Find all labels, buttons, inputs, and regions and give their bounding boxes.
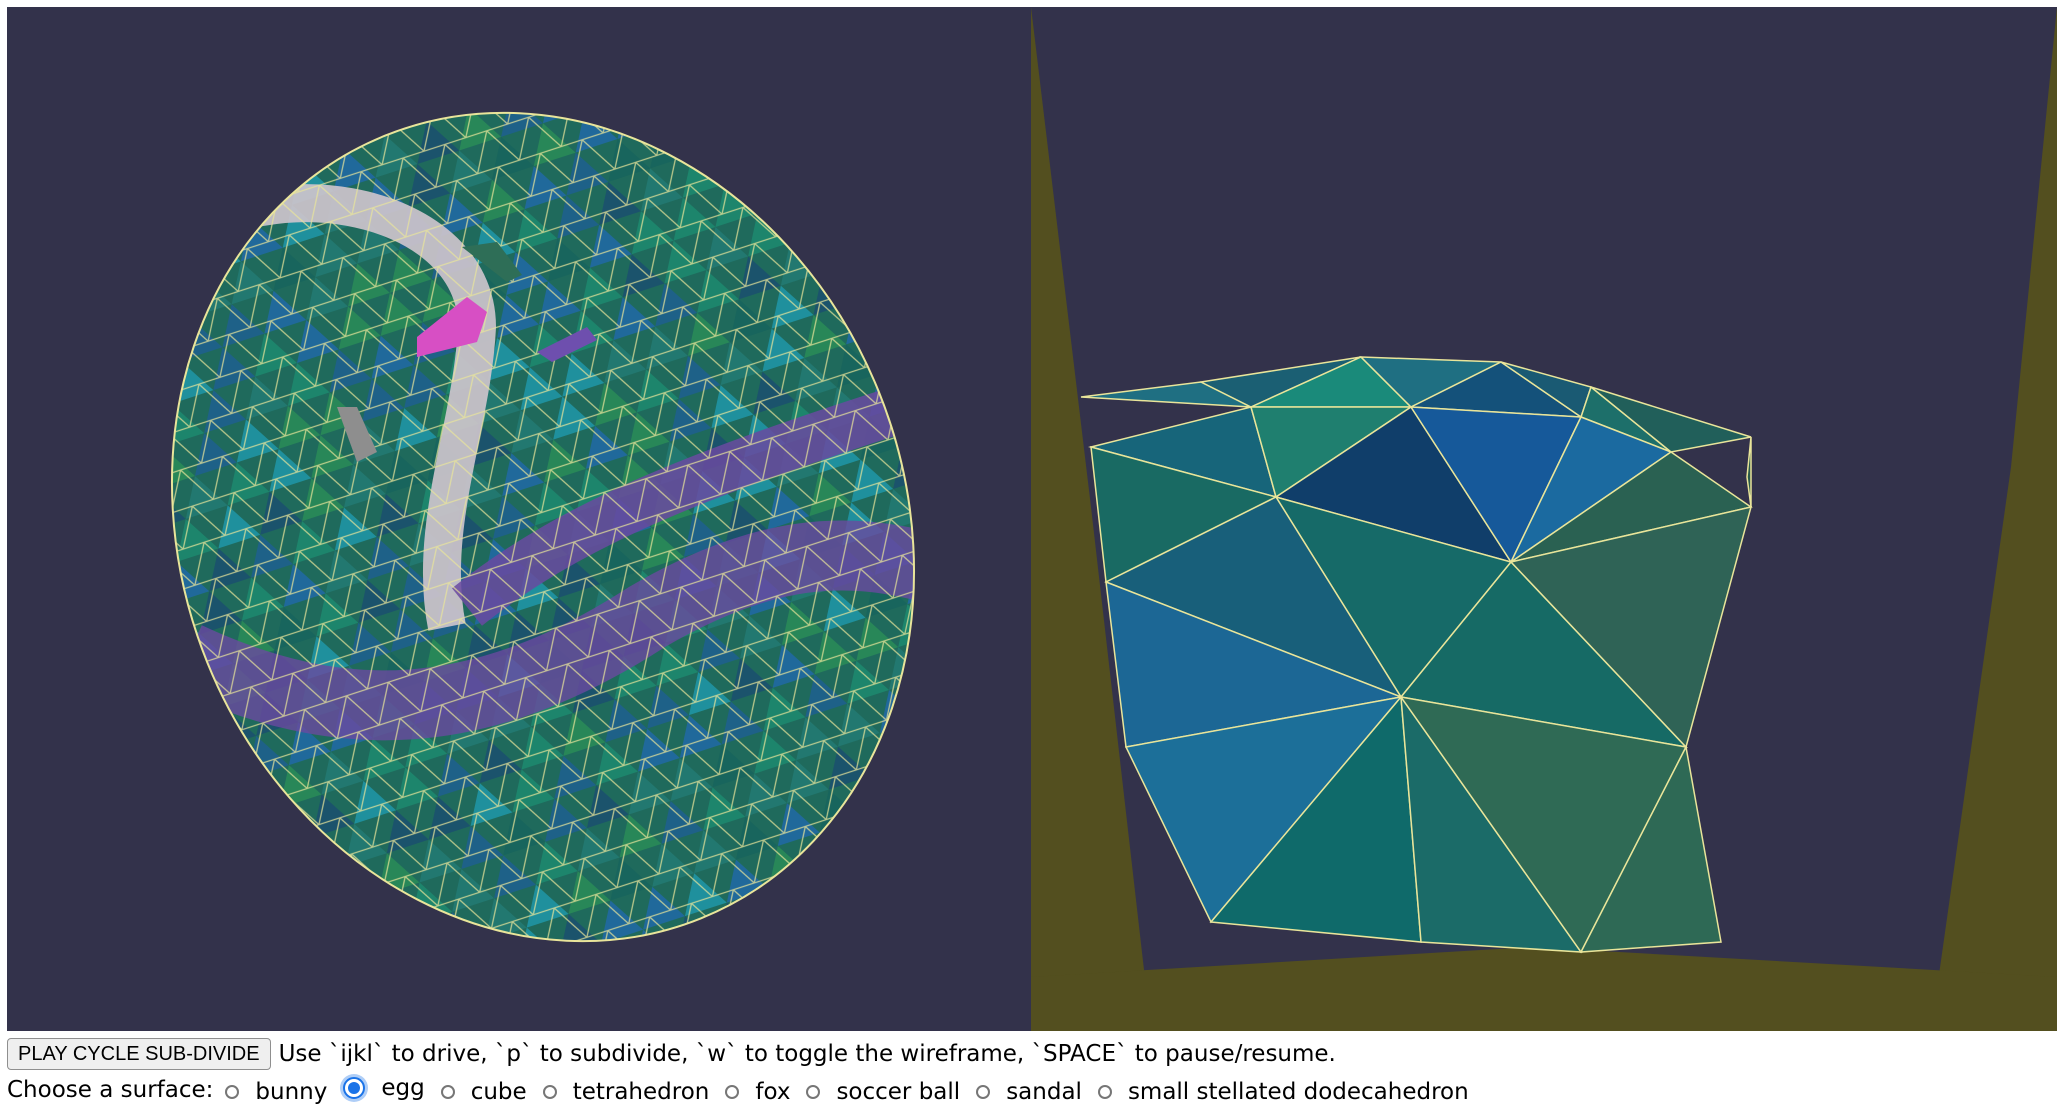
mesh-face	[1746, 436, 1752, 508]
surface-radio-button[interactable]	[976, 1085, 991, 1099]
close-up-3d-viewport[interactable]	[1031, 7, 2057, 1031]
surface-option-bunny[interactable]: bunny	[225, 1079, 327, 1105]
car-green	[462, 242, 522, 282]
egg-close-up-render	[1031, 7, 2057, 1031]
surface-option-label: tetrahedron	[572, 1079, 710, 1105]
ground-right-wall	[1931, 7, 2057, 1031]
surface-option-soccer-ball[interactable]: soccer ball	[806, 1079, 960, 1105]
surface-chooser: Choose a surface: bunny egg cube tetrahedro…	[7, 1074, 1485, 1106]
surface-mesh	[1080, 356, 1753, 954]
mesh-face	[1509, 505, 1753, 749]
surface-chooser-label: Choose a surface:	[7, 1077, 214, 1103]
mesh-face	[1579, 744, 1722, 953]
surface-radio-button[interactable]	[440, 1085, 455, 1099]
keyboard-instructions: Use `ijkl` to drive, `p` to subdivide, `…	[278, 1041, 1336, 1067]
surface-option-fox[interactable]: fox	[725, 1079, 790, 1105]
ground-bottom	[1031, 947, 2057, 1031]
egg-overview-render	[49, 7, 1031, 1031]
surface-option-tetrahedron[interactable]: tetrahedron	[542, 1079, 710, 1105]
surface-option-label: sandal	[1006, 1079, 1082, 1105]
surface-radio-group: bunny egg cube tetrahedron fox soccer ball san…	[225, 1075, 1484, 1105]
surface-option-label: egg	[381, 1075, 425, 1101]
surface-radio-button[interactable]	[225, 1085, 240, 1099]
surface-option-label: bunny	[255, 1079, 328, 1105]
surface-radio-button[interactable]	[542, 1085, 557, 1099]
controls-row: PLAY CYCLE SUB-DIVIDE Use `ijkl` to driv…	[7, 1038, 1336, 1070]
car-purple	[537, 327, 597, 362]
car-magenta	[417, 297, 487, 357]
surface-radio-button[interactable]	[806, 1085, 821, 1099]
surface-radio-button[interactable]	[725, 1085, 740, 1099]
surface-option-label: soccer ball	[836, 1079, 961, 1105]
surface-radio-button[interactable]	[343, 1077, 366, 1099]
surface-radio-button[interactable]	[1097, 1085, 1112, 1099]
surface-option-sandal[interactable]: sandal	[976, 1079, 1082, 1105]
surface-option-egg[interactable]: egg	[343, 1075, 425, 1101]
car-gray	[337, 407, 377, 462]
overview-3d-viewport[interactable]	[7, 7, 1031, 1031]
canvas-area	[7, 7, 2057, 1031]
surface-option-label: cube	[470, 1079, 527, 1105]
surface-option-small-stellated-dodecahedron[interactable]: small stellated dodecahedron	[1097, 1079, 1469, 1105]
ground-left-wall	[1031, 7, 1151, 1031]
mesh-face	[1590, 386, 1752, 453]
surface-option-label: small stellated dodecahedron	[1127, 1079, 1469, 1105]
surface-option-cube[interactable]: cube	[440, 1079, 527, 1105]
surface-option-label: fox	[755, 1079, 791, 1105]
play-cycle-subdivide-button[interactable]: PLAY CYCLE SUB-DIVIDE	[7, 1038, 271, 1070]
